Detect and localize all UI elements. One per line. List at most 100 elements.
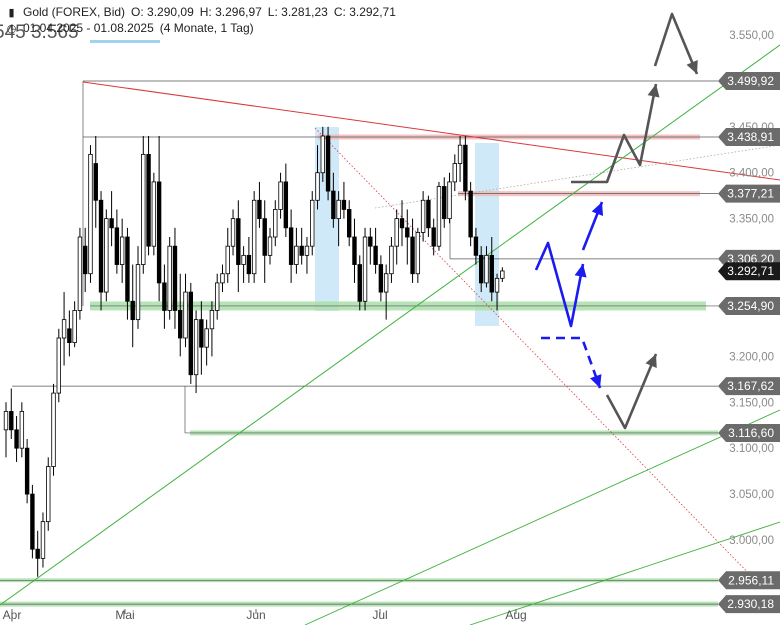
arrow-path <box>541 336 602 389</box>
candle-31 <box>167 237 172 320</box>
high-value: H: 3.296,97 <box>199 5 262 19</box>
candle-4 <box>24 439 30 504</box>
level-badge <box>718 423 780 442</box>
candle-78 <box>415 227 421 283</box>
candle-body <box>141 153 146 265</box>
header-range: ◷ 01.04.2025 - 01.08.2025 (4 Monate, 1 Tag… <box>6 21 260 35</box>
level-label-2: 3.377,21 <box>718 184 780 203</box>
candle-79 <box>420 191 426 242</box>
y-axis: 3.550,003.450,003.400,003.350,003.200,00… <box>718 30 780 614</box>
y-tick-6: 3.100,00 <box>729 443 774 455</box>
gray-arrow-rebound <box>605 353 658 430</box>
candle-body <box>35 548 40 559</box>
candle-72 <box>383 264 389 320</box>
candle-body <box>83 245 88 275</box>
level-value: 3.116,60 <box>728 426 774 440</box>
level-value: 3.254,90 <box>727 299 774 313</box>
candle-body <box>420 199 426 233</box>
instrument-name: Gold (FOREX, Bid) <box>23 5 126 19</box>
blue-dashed-arrow-down <box>541 336 602 389</box>
candle-58 <box>310 191 315 256</box>
candle-body <box>204 328 209 348</box>
y-tick-0: 3.550,00 <box>729 30 774 42</box>
candle-26 <box>141 136 146 274</box>
candle-body <box>304 245 310 256</box>
candle-75 <box>399 200 405 247</box>
candle-body <box>378 264 384 293</box>
x-tick-1: Mai <box>115 608 134 622</box>
level-badge <box>718 128 780 147</box>
red-downtrend-line <box>82 81 780 181</box>
candle-89 <box>473 227 479 265</box>
candle-body <box>104 218 109 293</box>
candle-60 <box>320 126 325 182</box>
candle-body <box>426 199 431 229</box>
candle-body <box>494 277 500 293</box>
candle-body <box>214 282 220 311</box>
green-channel-line-1 <box>304 409 780 625</box>
candle-body <box>14 429 19 449</box>
clock-icon[interactable]: ◷ <box>6 23 17 35</box>
y-tick-5: 3.150,00 <box>729 397 774 409</box>
candle-body <box>19 411 25 449</box>
level-label-6: 3.167,62 <box>718 377 780 396</box>
x-tick-2: Jun <box>246 608 265 622</box>
x-tick-0: Apr <box>3 608 22 622</box>
candles-icon[interactable]: ▮ <box>8 7 15 19</box>
candle-76 <box>405 209 410 265</box>
candle-61 <box>325 126 331 201</box>
candle-body <box>357 264 362 302</box>
candle-body <box>156 181 162 284</box>
candle-56 <box>299 227 304 265</box>
candle-12 <box>67 310 72 357</box>
candle-38 <box>204 319 209 366</box>
candle-body <box>352 236 357 265</box>
candle-body <box>241 254 246 265</box>
y-tick-3: 3.350,00 <box>729 214 774 226</box>
candle-body <box>410 236 415 275</box>
candle-body <box>489 254 494 293</box>
blue-arrow-up-2 <box>581 201 604 251</box>
candle-93 <box>494 273 500 311</box>
candle-body <box>442 186 447 220</box>
trendlines-layer <box>0 44 780 625</box>
candle-85 <box>452 154 457 192</box>
candle-65 <box>346 200 352 247</box>
candle-40 <box>214 273 220 320</box>
candle-body <box>431 227 436 247</box>
candle-94 <box>500 267 505 282</box>
candle-82 <box>436 181 442 251</box>
candle-16 <box>88 145 93 283</box>
candles-layer <box>3 126 505 577</box>
candle-body <box>447 181 452 220</box>
candle-body <box>178 310 183 339</box>
candle-body <box>394 218 399 247</box>
candle-34 <box>183 273 188 348</box>
candle-57 <box>304 237 310 274</box>
level-badge <box>718 184 780 203</box>
candle-body <box>336 199 341 220</box>
candle-13 <box>72 301 77 348</box>
candle-body <box>436 186 442 247</box>
candle-73 <box>389 237 394 283</box>
candle-5 <box>30 484 35 559</box>
candle-body <box>30 493 35 550</box>
candle-9 <box>51 383 56 476</box>
candle-10 <box>56 328 61 403</box>
level-label-4: 3.292,71 <box>718 262 780 281</box>
arrow-head <box>574 264 587 278</box>
candle-1 <box>9 388 14 439</box>
header-ghost-text: 545 3.565 <box>0 22 79 43</box>
candle-body <box>172 245 178 311</box>
candle-body <box>267 236 273 256</box>
arrow-head <box>590 374 602 388</box>
candle-33 <box>178 273 183 357</box>
candle-body <box>500 270 505 279</box>
candle-body <box>61 319 67 339</box>
x-tick-3: Jul <box>372 608 387 622</box>
level-label-7: 3.116,60 <box>718 423 780 442</box>
candle-body <box>452 163 457 183</box>
candle-41 <box>220 264 225 293</box>
green-uptrend-line <box>0 44 780 606</box>
